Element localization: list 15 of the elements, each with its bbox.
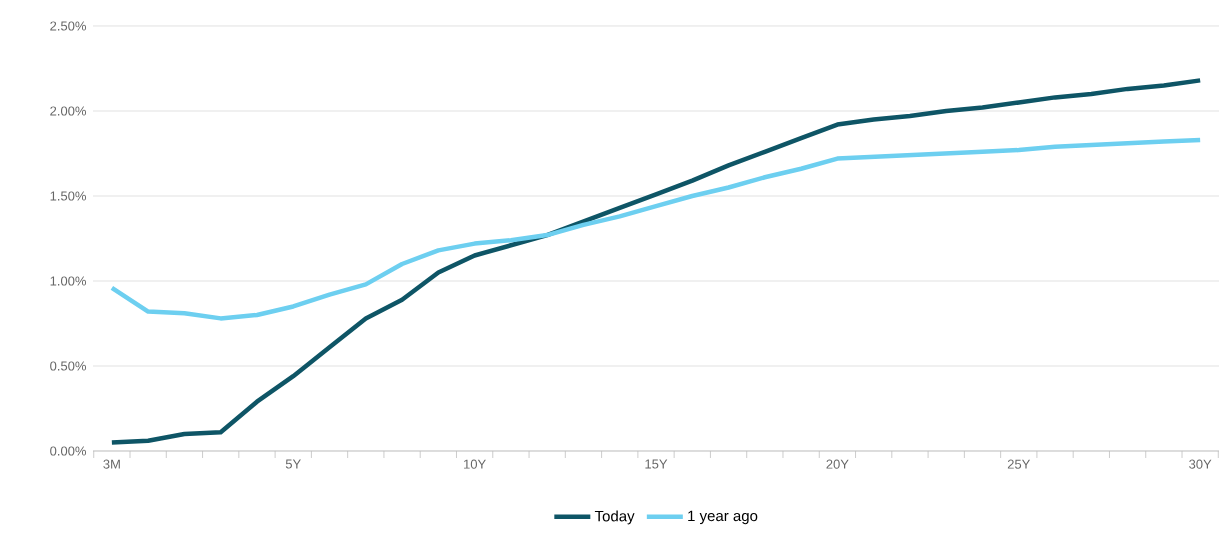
x-tick-label: 3M: [103, 459, 120, 469]
y-tick-label: 1.00%: [50, 276, 87, 286]
x-tick-label: 15Y: [645, 459, 668, 469]
x-tick-label: 10Y: [464, 459, 486, 469]
x-tick-label: 5Y: [285, 459, 301, 469]
x-tick-label: 25Y: [1007, 459, 1031, 469]
legend-label: Today: [594, 510, 635, 525]
y-tick-label: 0.00%: [50, 446, 87, 456]
x-tick-label: 20Y: [826, 459, 849, 469]
y-tick-label: 1.50%: [50, 191, 87, 201]
legend-label: 1 year ago: [688, 510, 758, 525]
y-tick-label: 2.50%: [50, 21, 87, 31]
y-tick-label: 2.00%: [50, 106, 87, 116]
x-tick-label: 30Y: [1189, 459, 1212, 469]
y-tick-label: 0.50%: [50, 361, 87, 371]
